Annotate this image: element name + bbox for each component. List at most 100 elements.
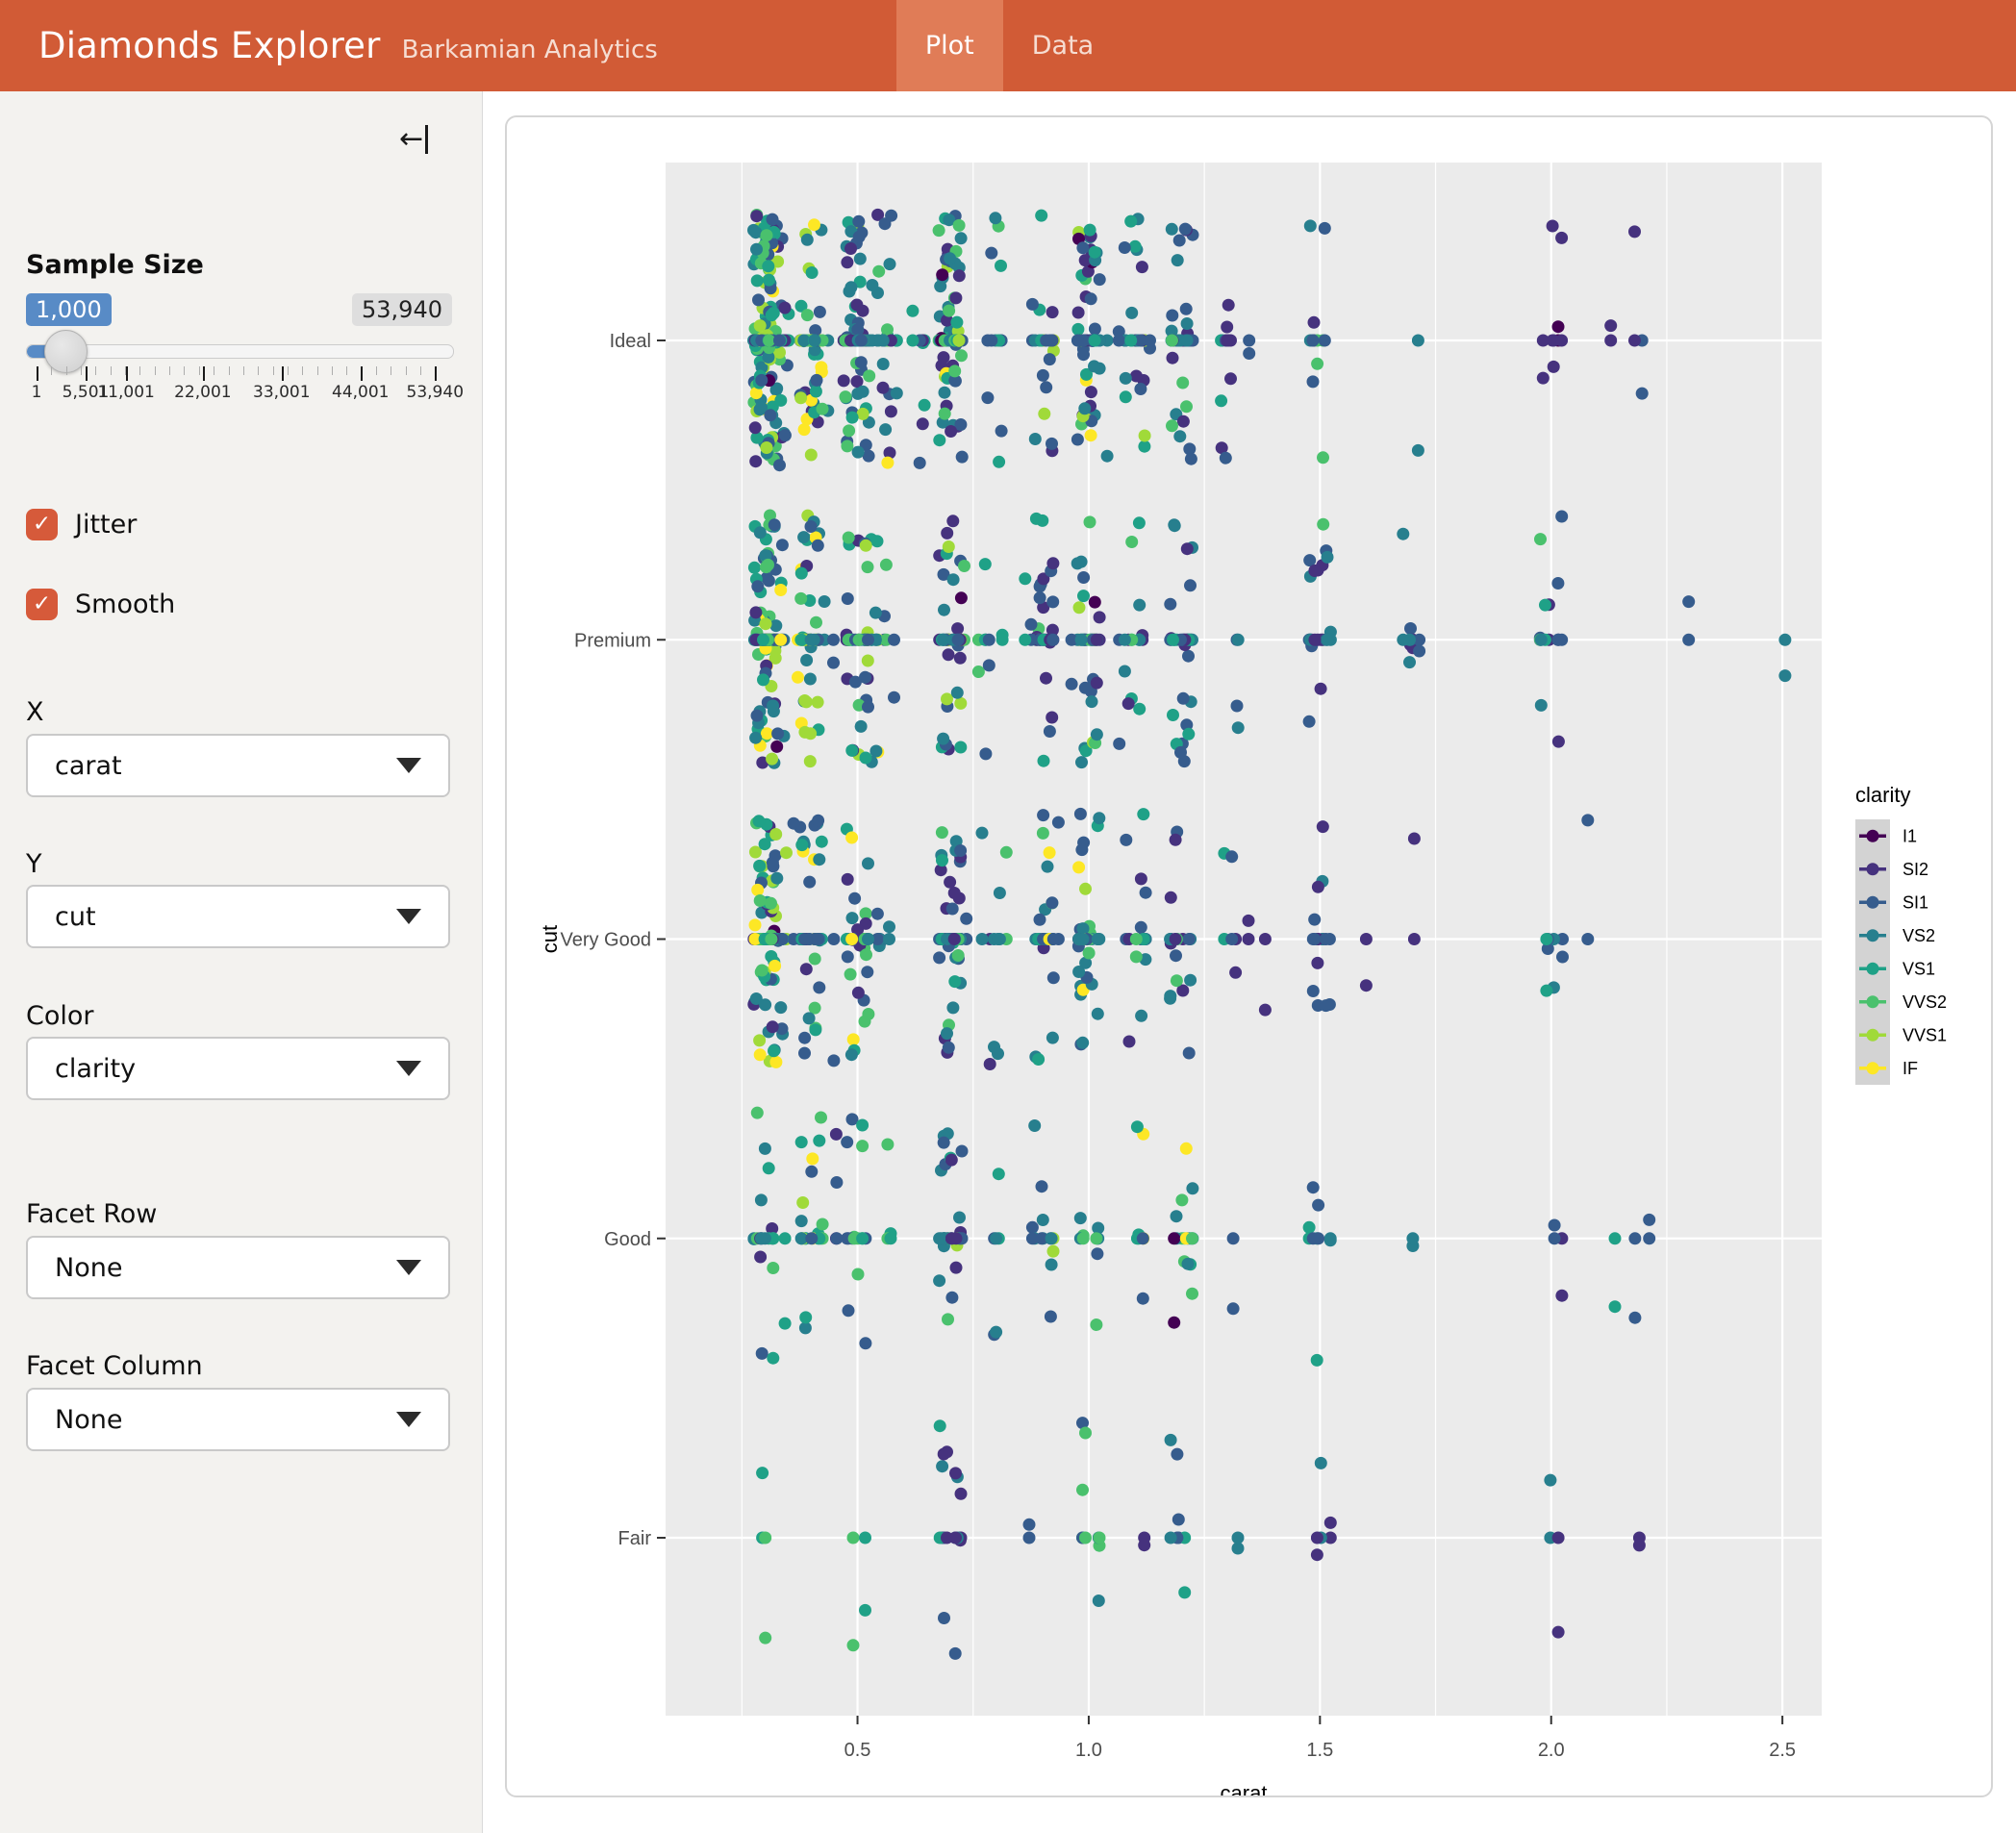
sample-size-slider[interactable] xyxy=(26,330,454,373)
data-point xyxy=(1215,441,1228,455)
data-point xyxy=(1135,1009,1148,1022)
data-point xyxy=(863,369,876,383)
data-point xyxy=(1172,1513,1185,1526)
y-axis-title: cut xyxy=(538,925,562,953)
data-point xyxy=(773,459,786,472)
x-select[interactable]: carat xyxy=(26,734,450,797)
data-point xyxy=(1180,334,1194,347)
data-point xyxy=(798,1321,812,1335)
smooth-checkbox[interactable]: ✓ xyxy=(26,589,58,620)
data-point xyxy=(755,1346,769,1360)
data-point xyxy=(1091,1007,1104,1020)
data-point xyxy=(839,390,852,404)
slider-major-tick xyxy=(126,366,129,381)
data-point xyxy=(1112,334,1125,347)
data-point xyxy=(753,526,767,540)
data-point xyxy=(1310,1531,1323,1544)
data-point xyxy=(762,273,775,287)
slider-handle[interactable] xyxy=(44,330,88,373)
data-point xyxy=(816,402,829,415)
app-header: Diamonds Explorer Barkamian Analytics Pl… xyxy=(0,0,2016,91)
tab-plot[interactable]: Plot xyxy=(895,0,1003,91)
data-point xyxy=(1043,725,1056,738)
data-point xyxy=(1078,402,1092,415)
data-point xyxy=(806,1152,819,1166)
data-point xyxy=(749,226,763,239)
data-point xyxy=(859,670,871,684)
data-point xyxy=(755,373,769,387)
data-point xyxy=(1243,347,1256,360)
y-select[interactable]: cut xyxy=(26,885,450,948)
data-point xyxy=(1072,966,1086,978)
data-point xyxy=(1179,302,1193,315)
data-point xyxy=(1079,744,1093,758)
data-point xyxy=(1025,1232,1039,1245)
data-point xyxy=(1165,222,1178,236)
color-select[interactable]: clarity xyxy=(26,1037,450,1100)
data-point xyxy=(837,374,850,388)
data-point xyxy=(787,816,800,830)
data-point xyxy=(854,356,868,369)
data-point xyxy=(1628,1311,1642,1324)
data-point xyxy=(876,358,890,370)
data-point xyxy=(797,531,811,544)
data-point xyxy=(804,448,818,462)
sidebar-collapse-icon[interactable]: ← xyxy=(399,122,429,156)
data-point xyxy=(804,633,818,646)
data-point xyxy=(942,1313,954,1326)
data-point xyxy=(953,651,967,665)
data-point xyxy=(1100,449,1114,463)
slider-grid-label: 53,940 xyxy=(406,383,465,402)
data-point xyxy=(1129,933,1143,945)
data-point xyxy=(778,1232,792,1245)
jitter-checkbox[interactable]: ✓ xyxy=(26,509,58,540)
data-point xyxy=(1628,225,1641,239)
chevron-down-icon xyxy=(396,758,421,773)
data-point xyxy=(1314,682,1327,695)
data-point xyxy=(794,299,808,313)
data-point xyxy=(1219,451,1232,465)
slider-minor-tick xyxy=(184,366,186,375)
data-point xyxy=(1035,1180,1048,1193)
smooth-checkbox-label: Smooth xyxy=(75,590,176,619)
data-point xyxy=(1534,533,1547,546)
facet-row-select[interactable]: None xyxy=(26,1236,450,1299)
data-point xyxy=(1643,1232,1656,1245)
data-point xyxy=(755,964,769,977)
smooth-checkbox-row: ✓ Smooth xyxy=(26,589,175,620)
data-point xyxy=(854,719,868,733)
data-point xyxy=(808,218,820,232)
data-point xyxy=(845,912,859,925)
data-point xyxy=(1186,1232,1198,1245)
data-point xyxy=(1312,1198,1325,1212)
data-point xyxy=(1181,1257,1195,1270)
data-point xyxy=(870,535,884,548)
data-point xyxy=(756,1467,769,1480)
data-point xyxy=(1078,681,1092,694)
data-point xyxy=(951,949,965,962)
data-point xyxy=(750,210,764,223)
data-point xyxy=(1231,633,1245,646)
diamonds-scatter-plot: 0.5 1.0 1.5 2.0 2.5 Fair Good Very Good Premium I… xyxy=(538,163,1947,1795)
tab-data[interactable]: Data xyxy=(1031,31,1095,61)
data-point xyxy=(844,242,857,255)
facet-column-select[interactable]: None xyxy=(26,1388,450,1451)
data-point xyxy=(769,828,783,841)
data-point xyxy=(1075,756,1088,769)
data-point xyxy=(1176,691,1190,705)
data-point xyxy=(1176,376,1190,389)
data-point xyxy=(1413,633,1426,646)
x-tick-label: 2.5 xyxy=(1769,1740,1796,1761)
y-select-label: Y xyxy=(26,849,42,879)
data-point xyxy=(985,334,998,347)
data-point xyxy=(862,449,875,463)
data-point xyxy=(1581,933,1595,945)
data-point xyxy=(869,744,883,758)
data-point xyxy=(872,264,886,278)
data-point xyxy=(1138,439,1151,453)
data-point xyxy=(800,309,814,322)
legend-label: I1 xyxy=(1903,826,1917,845)
data-point xyxy=(1043,846,1056,860)
data-point xyxy=(1221,334,1234,347)
data-point xyxy=(773,334,786,347)
